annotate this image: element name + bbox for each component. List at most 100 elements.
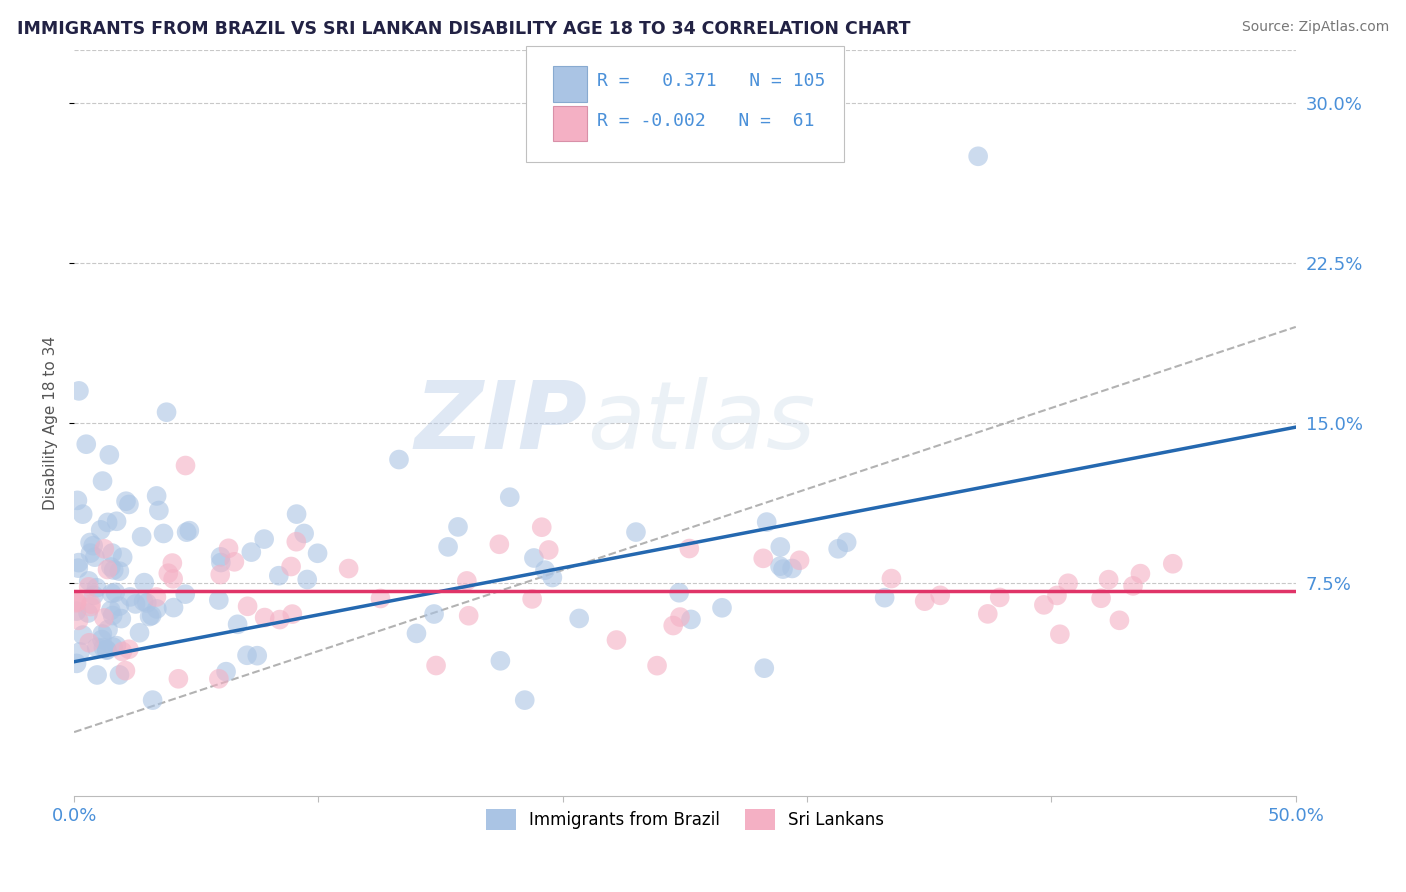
Point — [988, 591, 1011, 605]
Point — [499, 490, 522, 504]
Point — [142, 693, 165, 707]
Point — [65, 604, 87, 618]
Point — [1057, 576, 1080, 591]
Point — [93, 611, 115, 625]
Point — [1046, 589, 1069, 603]
Text: R =   0.371   N = 105: R = 0.371 N = 105 — [598, 72, 825, 90]
Point — [280, 559, 302, 574]
Point — [541, 570, 564, 584]
Point — [100, 603, 122, 617]
Point — [97, 516, 120, 530]
Point — [668, 585, 690, 599]
Point — [67, 384, 90, 398]
Point — [93, 541, 115, 556]
Point — [253, 532, 276, 546]
Point — [118, 642, 141, 657]
Point — [281, 607, 304, 621]
Point — [218, 541, 240, 556]
Point — [209, 549, 232, 564]
Point — [134, 575, 156, 590]
Point — [437, 540, 460, 554]
Point — [624, 524, 647, 539]
Point — [769, 540, 792, 554]
Point — [967, 149, 990, 163]
Point — [145, 590, 167, 604]
Point — [1049, 627, 1071, 641]
Point — [224, 555, 246, 569]
Point — [1032, 598, 1054, 612]
Point — [246, 648, 269, 663]
Point — [755, 515, 778, 529]
Point — [101, 546, 124, 560]
Point — [82, 539, 104, 553]
Point — [669, 610, 692, 624]
Point — [86, 581, 108, 595]
Point — [269, 613, 291, 627]
Point — [645, 658, 668, 673]
Point — [174, 587, 197, 601]
Point — [77, 574, 100, 588]
Point — [90, 632, 112, 647]
Point — [1122, 579, 1144, 593]
Point — [83, 550, 105, 565]
Point — [827, 541, 849, 556]
Point — [110, 611, 132, 625]
FancyBboxPatch shape — [526, 45, 844, 161]
Point — [124, 597, 146, 611]
Point — [285, 534, 308, 549]
Point — [513, 693, 536, 707]
Point — [93, 640, 115, 655]
Point — [132, 594, 155, 608]
Point — [108, 599, 131, 614]
Point — [337, 561, 360, 575]
Point — [86, 640, 108, 655]
Point — [253, 610, 276, 624]
Point — [65, 595, 87, 609]
Point — [209, 556, 232, 570]
Point — [105, 639, 128, 653]
Point — [447, 520, 470, 534]
Point — [873, 591, 896, 605]
Point — [162, 572, 184, 586]
Point — [752, 551, 775, 566]
Point — [118, 498, 141, 512]
Point — [104, 585, 127, 599]
Point — [101, 608, 124, 623]
Text: atlas: atlas — [588, 377, 815, 468]
Point — [67, 561, 90, 575]
Point — [162, 600, 184, 615]
Point — [72, 507, 94, 521]
Point — [108, 668, 131, 682]
Point — [530, 520, 553, 534]
Point — [155, 405, 177, 419]
Point — [568, 611, 591, 625]
Point — [370, 591, 392, 606]
Point — [77, 636, 100, 650]
Point — [77, 606, 100, 620]
Point — [1108, 613, 1130, 627]
Point — [423, 607, 446, 621]
Point — [135, 596, 157, 610]
Point — [79, 535, 101, 549]
Point — [69, 645, 91, 659]
Point — [148, 503, 170, 517]
Point — [1097, 573, 1119, 587]
Point — [1090, 591, 1112, 606]
Point — [96, 562, 118, 576]
Point — [405, 626, 427, 640]
Point — [100, 560, 122, 574]
Point — [662, 618, 685, 632]
Point — [146, 602, 169, 616]
Point — [131, 530, 153, 544]
Point — [457, 608, 479, 623]
Point — [489, 654, 512, 668]
Point — [929, 588, 952, 602]
Point — [1129, 566, 1152, 581]
Point — [285, 507, 308, 521]
Point — [66, 493, 89, 508]
Point — [97, 623, 120, 637]
Point — [488, 537, 510, 551]
Point — [108, 564, 131, 578]
Point — [105, 514, 128, 528]
Point — [208, 593, 231, 607]
